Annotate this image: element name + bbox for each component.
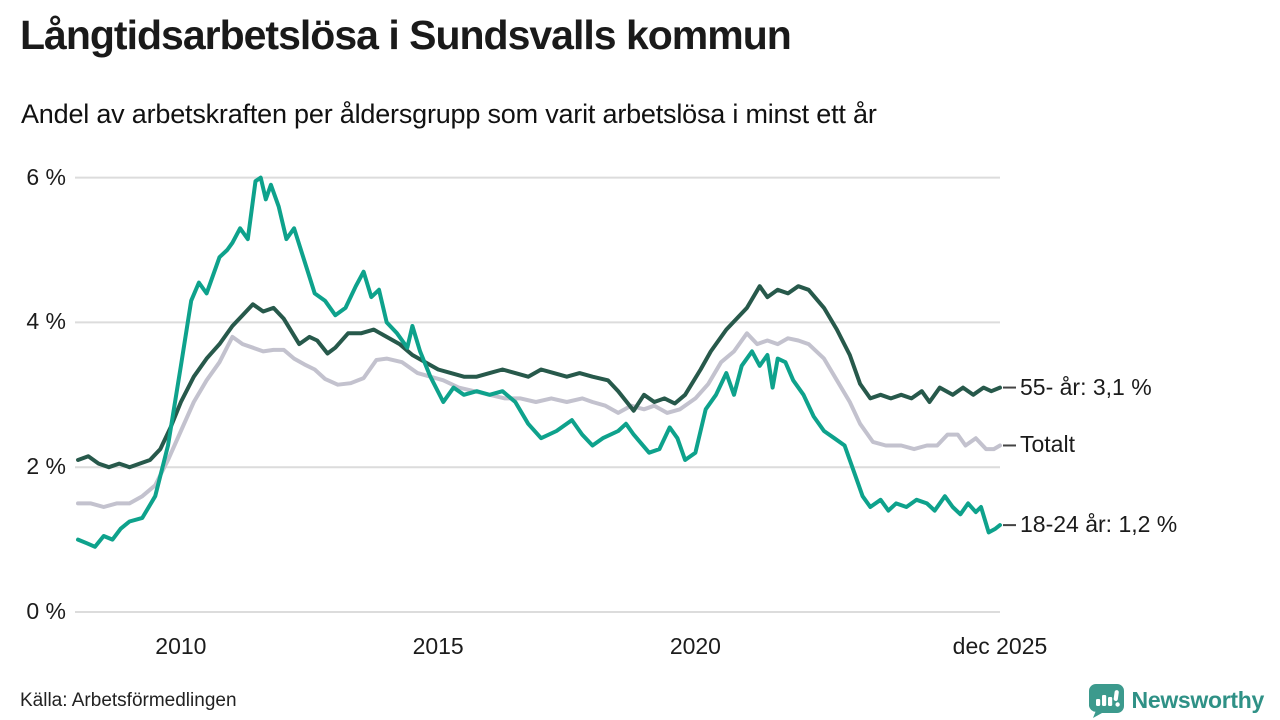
y-axis-tick-2: 2 % [26,453,66,480]
y-axis-tick-0: 0 % [26,598,66,624]
series-line-55plus [76,284,1002,470]
chart-subtitle: Andel av arbetskraften per åldersgrupp s… [21,99,877,129]
series-label-18-24: 18-24 år: 1,2 % [1020,511,1178,538]
series-line-totalt [76,331,1002,509]
newsworthy-logo: Newsworthy [1088,683,1264,718]
x-axis-tick-dec-2025: dec 2025 [952,633,1048,659]
x-axis-tick-2015: 2015 [412,633,464,659]
series-label-totalt: Totalt [1020,431,1075,458]
y-axis-tick-4: 4 % [26,308,66,335]
series-line-18-24 [76,175,1002,549]
x-axis-tick-2020: 2020 [669,633,721,659]
y-axis-tick-6: 6 % [26,163,66,190]
page-title: Långtidsarbetslösa i Sundsvalls kommun [20,12,792,58]
series-label-55plus: 55- år: 3,1 % [1020,373,1152,400]
source-note: Källa: Arbetsförmedlingen [20,690,237,711]
newsworthy-chart-bubble-icon [1088,684,1124,718]
newsworthy-wordmark: Newsworthy [1131,687,1265,713]
x-axis-tick-2010: 2010 [155,633,207,659]
